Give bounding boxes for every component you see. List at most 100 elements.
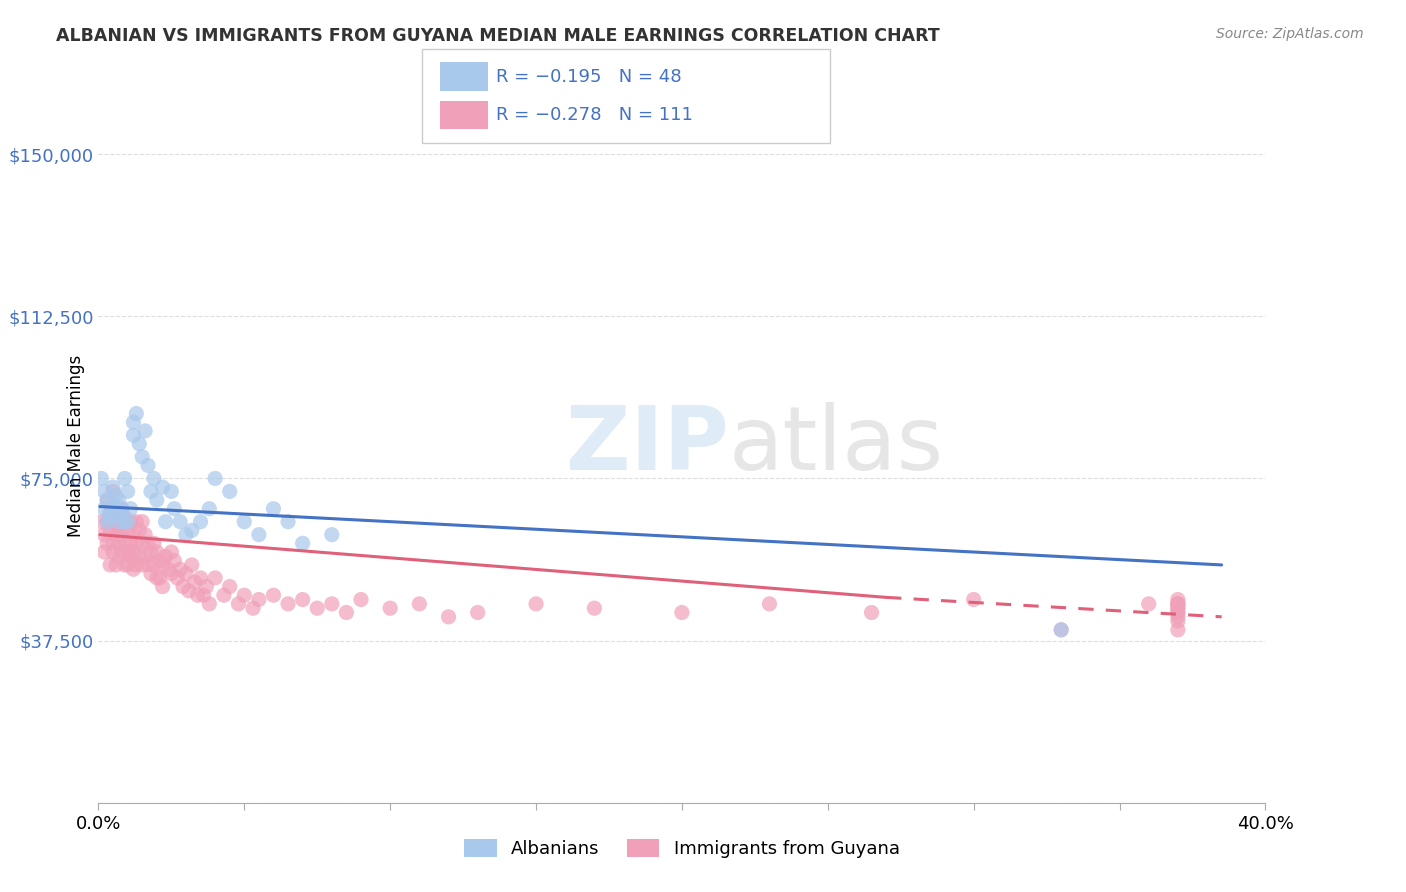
Point xyxy=(146,571,169,585)
Point xyxy=(218,580,240,594)
Point xyxy=(1167,601,1189,615)
Point xyxy=(174,527,197,541)
Point xyxy=(98,506,121,520)
Point xyxy=(131,536,153,550)
Point xyxy=(131,515,153,529)
Point xyxy=(228,597,250,611)
Point xyxy=(1050,623,1073,637)
Point xyxy=(117,515,139,529)
Point xyxy=(139,545,162,559)
Point xyxy=(111,501,134,516)
Point xyxy=(93,501,115,516)
Point xyxy=(160,484,183,499)
Point xyxy=(157,562,180,576)
Point xyxy=(117,558,139,572)
Point xyxy=(277,515,299,529)
Point xyxy=(291,536,314,550)
Point xyxy=(152,480,174,494)
Point xyxy=(149,571,172,585)
Legend: Albanians, Immigrants from Guyana: Albanians, Immigrants from Guyana xyxy=(457,831,907,865)
Point xyxy=(101,480,124,494)
Point xyxy=(139,484,162,499)
Point xyxy=(962,592,984,607)
Point xyxy=(190,515,212,529)
Point xyxy=(108,493,131,508)
Point xyxy=(198,501,221,516)
Point xyxy=(277,597,299,611)
Point xyxy=(108,536,131,550)
Point xyxy=(408,597,430,611)
Point xyxy=(98,510,121,524)
Point xyxy=(1167,592,1189,607)
Point xyxy=(212,588,235,602)
Point xyxy=(149,553,172,567)
Point xyxy=(1167,606,1189,620)
Point xyxy=(111,506,134,520)
Point xyxy=(117,545,139,559)
Point xyxy=(163,553,186,567)
Point xyxy=(125,558,148,572)
Text: ALBANIAN VS IMMIGRANTS FROM GUYANA MEDIAN MALE EARNINGS CORRELATION CHART: ALBANIAN VS IMMIGRANTS FROM GUYANA MEDIA… xyxy=(56,27,941,45)
Point xyxy=(101,536,124,550)
Point xyxy=(247,592,270,607)
Point xyxy=(125,515,148,529)
Point xyxy=(163,501,186,516)
Point xyxy=(122,545,145,559)
Point xyxy=(101,497,124,511)
Point xyxy=(1167,597,1189,611)
Point xyxy=(524,597,547,611)
Point xyxy=(128,437,150,451)
Point xyxy=(117,524,139,538)
Point xyxy=(111,545,134,559)
Point xyxy=(98,558,121,572)
Point xyxy=(180,524,202,538)
Point xyxy=(120,501,142,516)
Point xyxy=(155,515,177,529)
Point xyxy=(142,558,165,572)
Point xyxy=(104,506,127,520)
Point xyxy=(108,515,131,529)
Point xyxy=(146,493,169,508)
Point xyxy=(104,489,127,503)
Point xyxy=(335,606,357,620)
Point xyxy=(122,428,145,442)
Point xyxy=(247,527,270,541)
Point xyxy=(111,501,134,516)
Point xyxy=(108,524,131,538)
Point xyxy=(198,597,221,611)
Point xyxy=(134,549,156,564)
Point xyxy=(169,562,191,576)
Point xyxy=(96,536,118,550)
Point xyxy=(187,588,209,602)
Point xyxy=(139,566,162,581)
Point xyxy=(1167,606,1189,620)
Point xyxy=(169,515,191,529)
Point xyxy=(166,571,188,585)
Point xyxy=(671,606,693,620)
Point xyxy=(111,527,134,541)
Text: atlas: atlas xyxy=(728,402,943,490)
Point xyxy=(193,588,215,602)
Point xyxy=(96,515,118,529)
Point xyxy=(291,592,314,607)
Point xyxy=(98,506,121,520)
Point xyxy=(146,545,169,559)
Point xyxy=(1167,610,1189,624)
Point xyxy=(142,536,165,550)
Point xyxy=(93,545,115,559)
Point xyxy=(131,558,153,572)
Point xyxy=(96,493,118,508)
Point xyxy=(120,536,142,550)
Point xyxy=(180,558,202,572)
Text: Source: ZipAtlas.com: Source: ZipAtlas.com xyxy=(1216,27,1364,41)
Point xyxy=(108,515,131,529)
Point xyxy=(177,583,200,598)
Point xyxy=(160,545,183,559)
Point xyxy=(155,549,177,564)
Point xyxy=(1167,597,1189,611)
Point xyxy=(96,515,118,529)
Point xyxy=(136,558,159,572)
Point xyxy=(90,471,112,485)
Point xyxy=(125,536,148,550)
Point xyxy=(174,566,197,581)
